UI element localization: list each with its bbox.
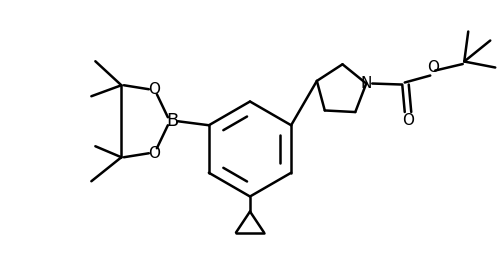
Text: O: O — [402, 113, 414, 128]
Text: O: O — [148, 146, 160, 161]
Text: O: O — [148, 82, 160, 97]
Text: O: O — [428, 59, 440, 74]
Text: N: N — [360, 76, 372, 91]
Text: B: B — [166, 112, 179, 130]
